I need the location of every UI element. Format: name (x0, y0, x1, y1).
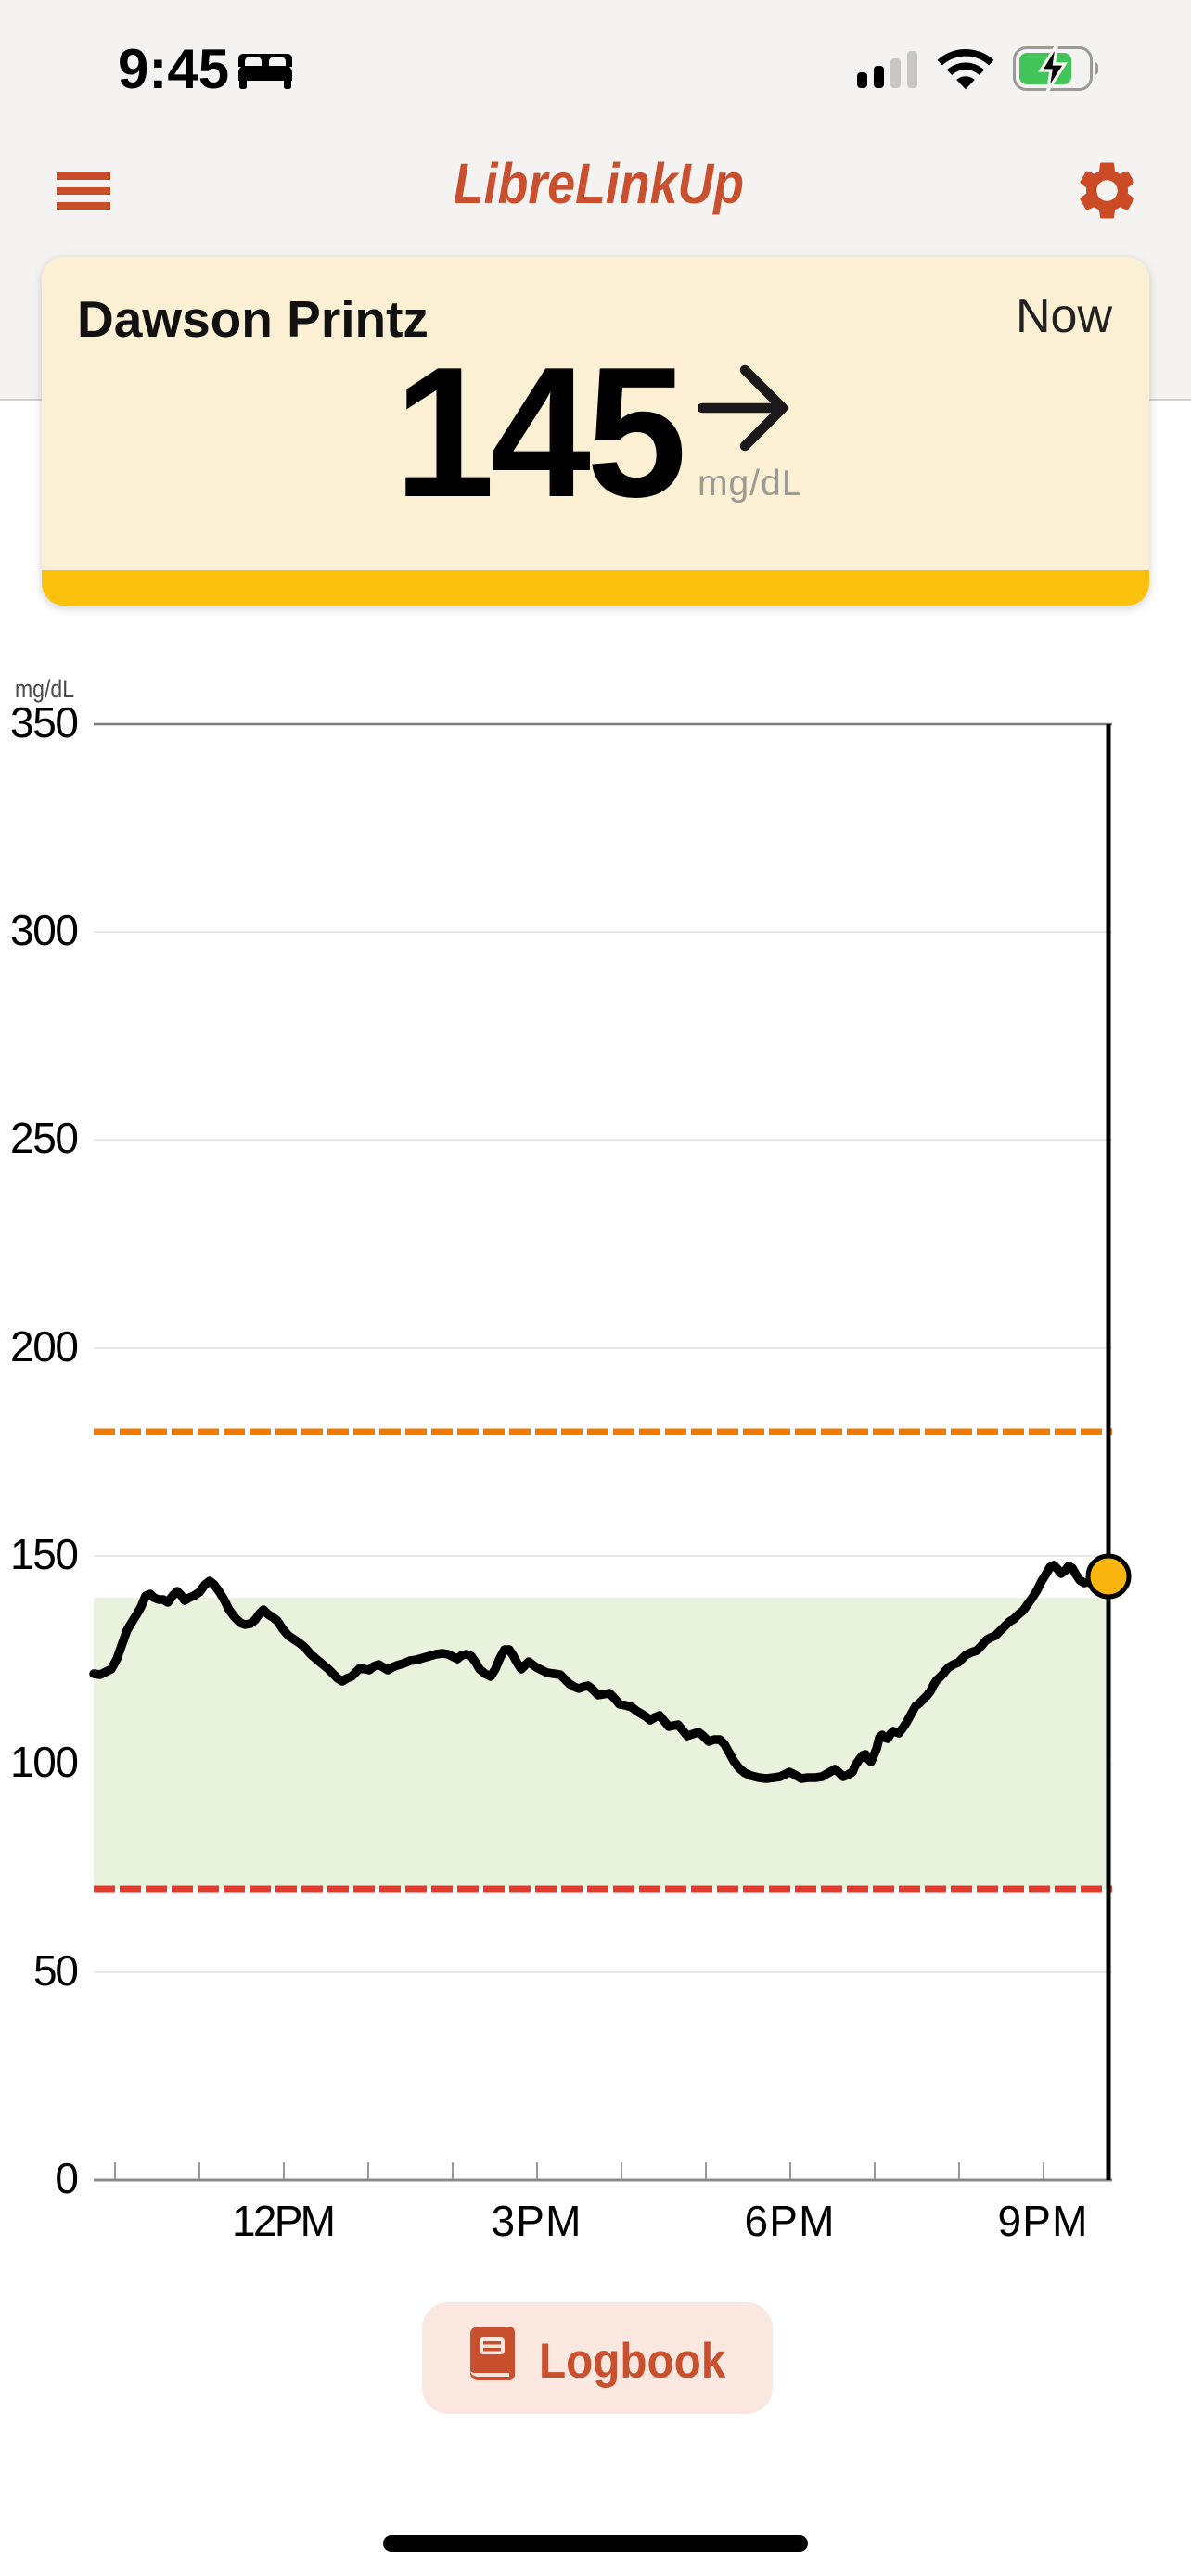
svg-text:350: 350 (10, 698, 79, 746)
svg-text:9PM: 9PM (998, 2197, 1088, 2245)
svg-text:12PM: 12PM (232, 2197, 336, 2245)
svg-text:50: 50 (33, 1946, 79, 1995)
svg-text:100: 100 (10, 1738, 79, 1786)
svg-text:6PM: 6PM (745, 2197, 835, 2245)
svg-text:250: 250 (10, 1114, 79, 1162)
svg-text:3PM: 3PM (492, 2197, 582, 2245)
svg-text:300: 300 (10, 906, 79, 954)
svg-text:200: 200 (10, 1322, 79, 1371)
svg-text:150: 150 (10, 1530, 79, 1578)
svg-text:mg/dL: mg/dL (15, 675, 74, 703)
svg-text:0: 0 (55, 2154, 79, 2202)
